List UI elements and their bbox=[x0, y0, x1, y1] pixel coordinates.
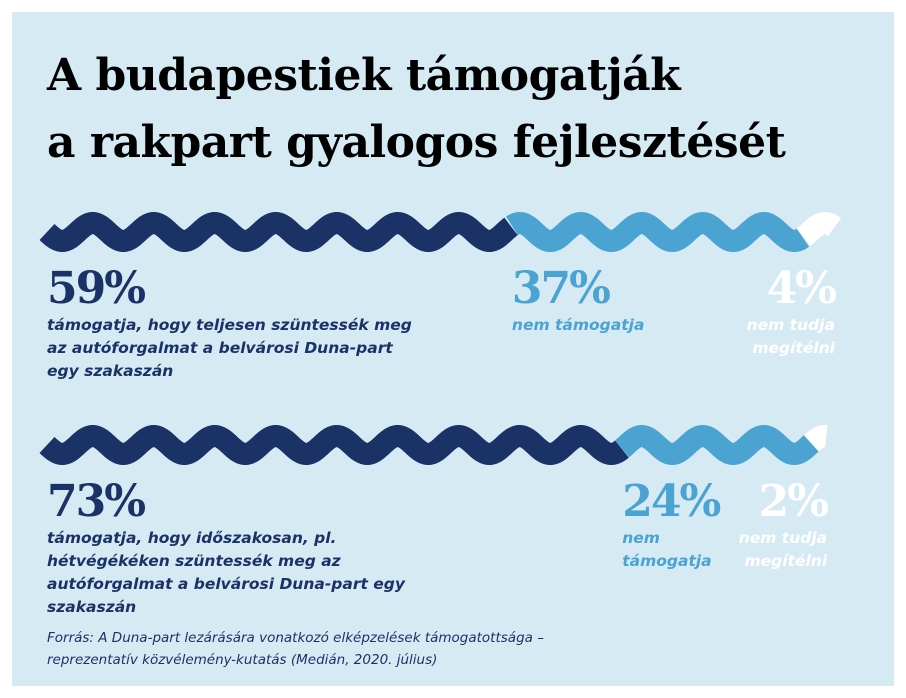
series-name: támogatja, hogy időszakosan, pl. hétvégé… bbox=[47, 529, 405, 616]
series-name: nem támogatja bbox=[511, 316, 645, 334]
title: a rakpart gyalogos fejlesztését bbox=[47, 117, 786, 168]
wave-segment bbox=[804, 425, 828, 452]
series-name: nem tudja megítélni bbox=[746, 316, 835, 357]
wave-segment bbox=[796, 211, 842, 246]
series-name: nem tudja megítélni bbox=[738, 529, 828, 570]
value-label: 73% bbox=[47, 476, 146, 527]
wave-segment bbox=[615, 425, 819, 466]
value-label: 59% bbox=[47, 263, 146, 314]
source: reprezentatív közvélemény-kutatás (Mediá… bbox=[47, 652, 438, 668]
series-name: nem támogatja bbox=[622, 529, 712, 570]
source: Forrás: A Duna-part lezárására vonatkozó… bbox=[47, 630, 544, 646]
wave-segment bbox=[39, 424, 629, 466]
value-label: 4% bbox=[766, 263, 837, 314]
value-label: 37% bbox=[511, 263, 611, 314]
title: A budapestiek támogatják bbox=[47, 50, 681, 101]
value-label: 24% bbox=[622, 476, 721, 527]
panel bbox=[12, 12, 894, 686]
value-label: 2% bbox=[758, 476, 829, 527]
wave-segment bbox=[39, 211, 518, 253]
series-name: támogatja, hogy teljesen szüntessék meg … bbox=[47, 316, 412, 380]
wave-segment bbox=[506, 211, 810, 252]
